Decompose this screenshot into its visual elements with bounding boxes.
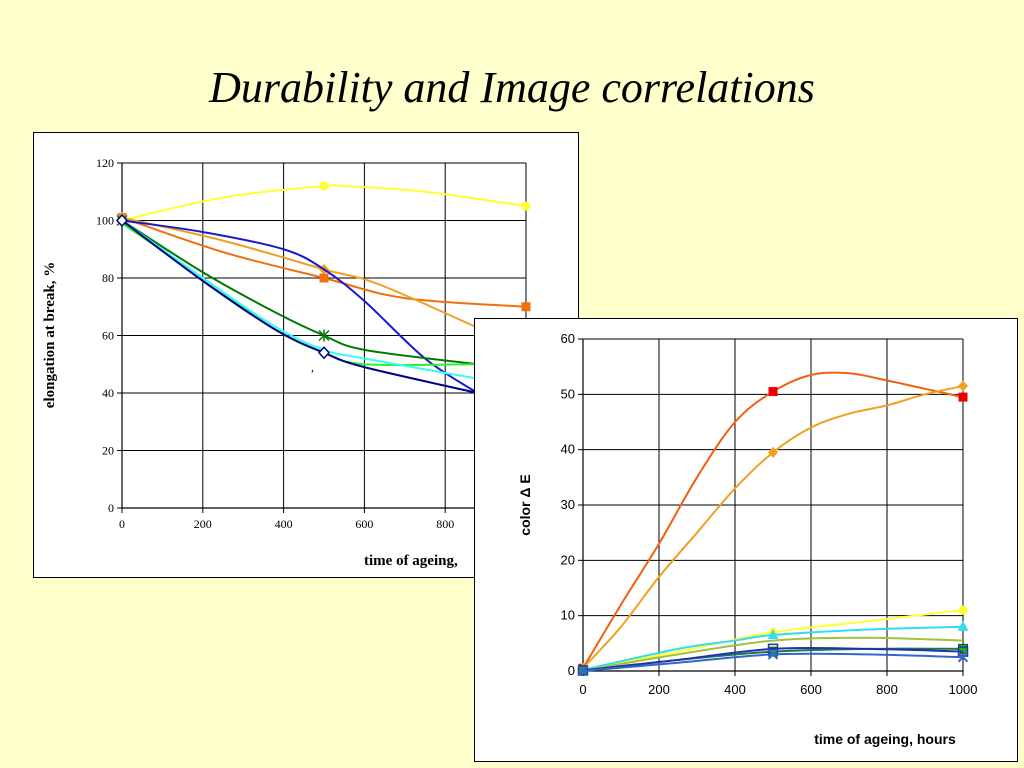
data-point bbox=[319, 181, 329, 191]
series-8 bbox=[577, 649, 969, 677]
y-tick-label: 120 bbox=[96, 156, 114, 170]
chart-annotation: , bbox=[311, 360, 314, 374]
series-line bbox=[121, 222, 478, 367]
y-tick-label: 0 bbox=[108, 501, 114, 515]
series-4 bbox=[121, 219, 479, 394]
series-1 bbox=[117, 181, 531, 225]
y-tick-label: 60 bbox=[102, 329, 114, 343]
series-8 bbox=[115, 213, 478, 394]
y-tick-label: 20 bbox=[561, 552, 575, 567]
data-point bbox=[957, 651, 969, 663]
series-line bbox=[121, 219, 479, 394]
data-point bbox=[767, 629, 779, 640]
series-line bbox=[121, 183, 527, 222]
series-line bbox=[582, 636, 964, 672]
y-tick-label: 100 bbox=[96, 214, 114, 228]
series-line bbox=[121, 219, 478, 366]
x-tick-label: 600 bbox=[355, 517, 373, 531]
y-tick-label: 30 bbox=[561, 497, 575, 512]
data-point bbox=[957, 620, 969, 631]
y-tick-label: 50 bbox=[561, 386, 575, 401]
y-tick-label: 60 bbox=[561, 331, 575, 346]
data-point bbox=[958, 392, 968, 402]
y-tick-label: 0 bbox=[568, 663, 575, 678]
y-tick-label: 40 bbox=[102, 386, 114, 400]
series-line bbox=[582, 625, 964, 671]
x-tick-label: 0 bbox=[579, 682, 586, 697]
data-point bbox=[958, 380, 968, 392]
data-point bbox=[521, 302, 531, 312]
y-axis-label: color Δ E bbox=[517, 474, 533, 535]
x-tick-label: 200 bbox=[648, 682, 670, 697]
y-tick-label: 10 bbox=[561, 608, 575, 623]
series-line bbox=[121, 219, 478, 380]
series-5 bbox=[582, 636, 964, 672]
series-line bbox=[582, 646, 964, 672]
data-point bbox=[958, 605, 968, 615]
y-tick-label: 20 bbox=[102, 444, 114, 458]
y-axis-label: elongation at break, % bbox=[42, 262, 58, 408]
data-point bbox=[115, 213, 129, 228]
data-point bbox=[317, 346, 331, 360]
data-point bbox=[767, 649, 779, 660]
x-tick-label: 400 bbox=[724, 682, 746, 697]
data-point bbox=[768, 387, 778, 397]
data-point bbox=[318, 329, 330, 342]
elongation-chart: 0 20 40 60 80 100 120 0 200 400 600 800 time of agei… bbox=[42, 156, 531, 569]
color-chart-panel: 0 10 20 30 40 50 60 0 200 400 600 800 1000 time of ag… bbox=[474, 318, 1018, 762]
x-tick-label: 600 bbox=[800, 682, 822, 697]
series-6 bbox=[121, 222, 478, 367]
grid bbox=[582, 338, 964, 672]
data-point bbox=[319, 273, 329, 283]
data-point bbox=[577, 665, 589, 677]
x-tick-label: 200 bbox=[194, 517, 212, 531]
series-line bbox=[582, 371, 964, 669]
series-7 bbox=[121, 219, 478, 380]
x-tick-label: 800 bbox=[876, 682, 898, 697]
y-tick-label: 40 bbox=[561, 442, 575, 457]
y-tick-label: 80 bbox=[102, 271, 114, 285]
data-point bbox=[521, 201, 531, 211]
x-axis-label: time of ageing, hours bbox=[814, 731, 956, 747]
x-tick-label: 0 bbox=[119, 517, 125, 531]
x-tick-label: 400 bbox=[275, 517, 293, 531]
x-tick-label: 1000 bbox=[949, 682, 978, 697]
x-axis-label: time of ageing, bbox=[364, 553, 458, 569]
x-tick-label: 800 bbox=[436, 517, 454, 531]
slide-title: Durability and Image correlations bbox=[209, 63, 815, 112]
series-line bbox=[582, 385, 964, 669]
series-line bbox=[121, 219, 478, 394]
data-point bbox=[768, 446, 778, 458]
